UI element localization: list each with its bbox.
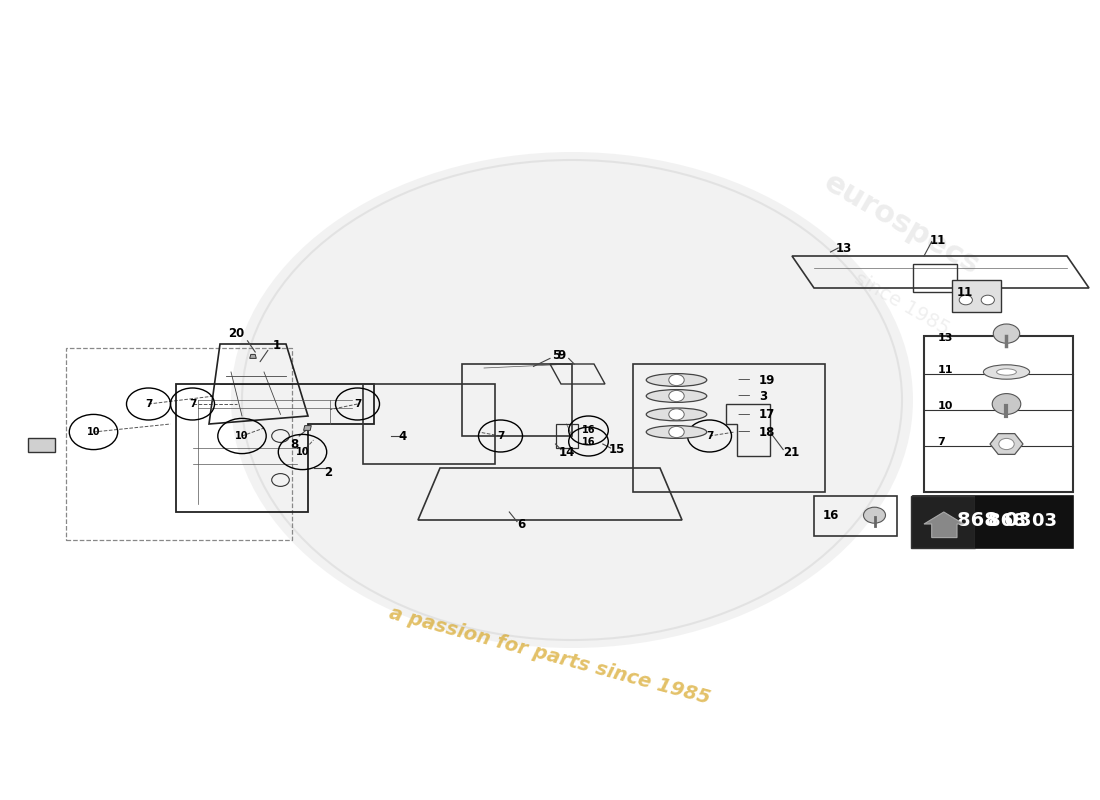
Text: 11: 11 — [937, 366, 953, 375]
Text: 10: 10 — [296, 447, 309, 457]
Bar — [632, 364, 825, 492]
Text: 16: 16 — [823, 509, 839, 522]
Text: —: — — [737, 374, 749, 386]
Bar — [913, 264, 957, 292]
Text: 10: 10 — [235, 431, 249, 441]
Text: 11: 11 — [930, 234, 946, 246]
Bar — [924, 336, 1072, 492]
Text: 3: 3 — [759, 390, 767, 402]
Polygon shape — [304, 426, 311, 430]
Circle shape — [669, 390, 684, 402]
Text: 2: 2 — [324, 466, 332, 478]
Circle shape — [981, 295, 994, 305]
Text: 10: 10 — [937, 402, 953, 411]
Text: 13: 13 — [836, 242, 852, 254]
Text: —: — — [737, 408, 749, 421]
Text: 11: 11 — [957, 286, 974, 298]
Text: 5: 5 — [552, 350, 561, 362]
Circle shape — [999, 438, 1014, 450]
Bar — [814, 496, 896, 536]
Ellipse shape — [997, 369, 1016, 375]
Text: 20: 20 — [229, 327, 244, 340]
Ellipse shape — [647, 408, 706, 421]
Text: 7: 7 — [145, 399, 152, 409]
Text: 7: 7 — [497, 431, 504, 441]
Text: 1: 1 — [273, 339, 280, 352]
Text: —: — — [737, 426, 749, 438]
Text: 868 03: 868 03 — [989, 512, 1057, 530]
Text: 13: 13 — [937, 334, 953, 343]
Text: —: — — [737, 390, 749, 402]
Text: 17: 17 — [759, 408, 775, 421]
Ellipse shape — [647, 390, 706, 402]
Text: 6: 6 — [517, 518, 526, 530]
Text: 7: 7 — [189, 399, 196, 409]
Ellipse shape — [231, 152, 913, 648]
Circle shape — [669, 409, 684, 420]
Circle shape — [959, 295, 972, 305]
Ellipse shape — [647, 426, 706, 438]
Ellipse shape — [647, 374, 706, 386]
Text: 16: 16 — [582, 426, 595, 435]
Text: 868 03: 868 03 — [957, 511, 1032, 530]
Bar — [952, 280, 1001, 312]
Text: 21: 21 — [783, 446, 800, 458]
Ellipse shape — [983, 365, 1030, 379]
Circle shape — [669, 374, 684, 386]
Polygon shape — [250, 354, 256, 358]
Polygon shape — [924, 512, 964, 538]
Circle shape — [864, 507, 886, 523]
Circle shape — [993, 324, 1020, 343]
Text: 15: 15 — [608, 443, 625, 456]
Text: 8: 8 — [290, 438, 299, 451]
Text: eurospecs: eurospecs — [820, 168, 984, 280]
Bar — [913, 496, 1072, 548]
Bar — [28, 438, 55, 452]
Text: 16: 16 — [582, 437, 595, 446]
Text: 18: 18 — [759, 426, 775, 438]
Circle shape — [669, 426, 684, 438]
Circle shape — [992, 394, 1021, 414]
Polygon shape — [990, 434, 1023, 454]
Text: 9: 9 — [558, 350, 566, 362]
Text: 4: 4 — [398, 430, 407, 442]
Text: 7: 7 — [937, 438, 945, 447]
Bar — [66, 348, 292, 540]
Text: 19: 19 — [759, 374, 775, 386]
Bar — [911, 496, 975, 548]
Text: 10: 10 — [87, 427, 100, 437]
Text: 7: 7 — [706, 431, 713, 441]
Text: a passion for parts since 1985: a passion for parts since 1985 — [387, 604, 713, 708]
Text: since 1985: since 1985 — [851, 269, 953, 339]
Text: 7: 7 — [354, 399, 361, 409]
Text: 14: 14 — [559, 446, 575, 458]
Bar — [975, 496, 1072, 548]
